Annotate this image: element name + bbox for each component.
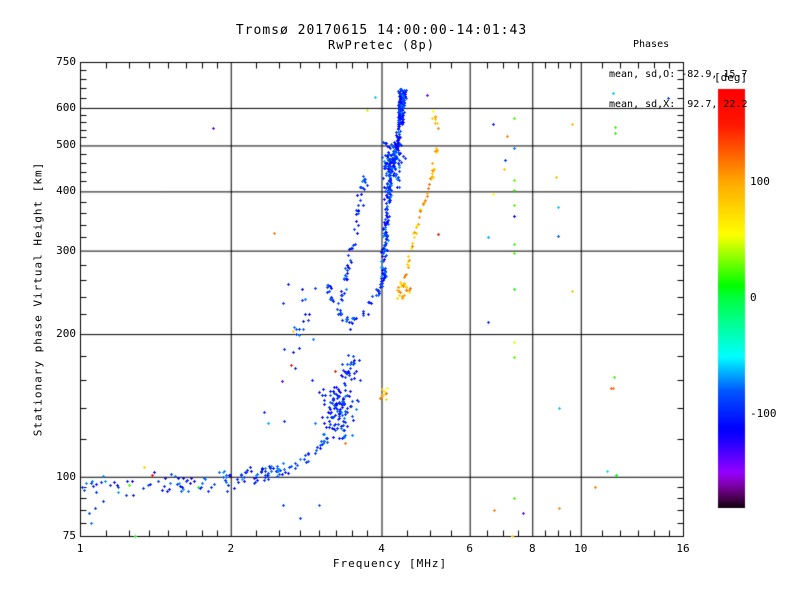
y-tick-label: 300	[56, 243, 76, 257]
colorbar-tick-label: 100	[750, 174, 770, 188]
x-tick-label: 2	[227, 542, 235, 555]
page-subtitle: RwPretec (8p)	[328, 38, 435, 52]
colorbar-unit-label: [deg]	[714, 71, 748, 84]
x-axis-title: Frequency [MHz]	[332, 557, 448, 570]
colorbar-tick-label: -100	[750, 407, 777, 421]
y-tick-label: 200	[56, 327, 76, 341]
page-title: Tromsø 20170615 14:00:00-14:01:43	[235, 23, 528, 38]
y-tick-label: 600	[56, 100, 76, 114]
phase-stats-header: Phases	[633, 39, 670, 50]
y-axis-title: Stationary phase Virtual Height [km]	[31, 161, 45, 437]
y-tick-label: 75	[62, 529, 76, 542]
y-tick-label: 100	[56, 469, 76, 483]
x-tick-label: 4	[378, 542, 385, 555]
x-tick-label: 6	[466, 542, 473, 555]
phase-stats-o-mode: mean, sd,O: -82.9, 15.7	[609, 69, 748, 80]
y-tick-label: 400	[56, 184, 76, 198]
x-tick-label: 1	[76, 542, 84, 555]
phase-stats-x-mode: mean, sd,X: 92.7, 22.2	[609, 99, 748, 110]
colorbar-tick-label: 0	[750, 291, 757, 304]
x-tick-label: 8	[528, 542, 536, 555]
x-tick-label: 10	[574, 542, 588, 555]
x-tick-label: 16	[676, 542, 690, 555]
phase-stats-block: Phases mean, sd,O: -82.9, 15.7 mean, sd,…	[609, 20, 747, 130]
y-tick-label: 500	[56, 138, 76, 152]
y-tick-label: 750	[56, 55, 76, 68]
